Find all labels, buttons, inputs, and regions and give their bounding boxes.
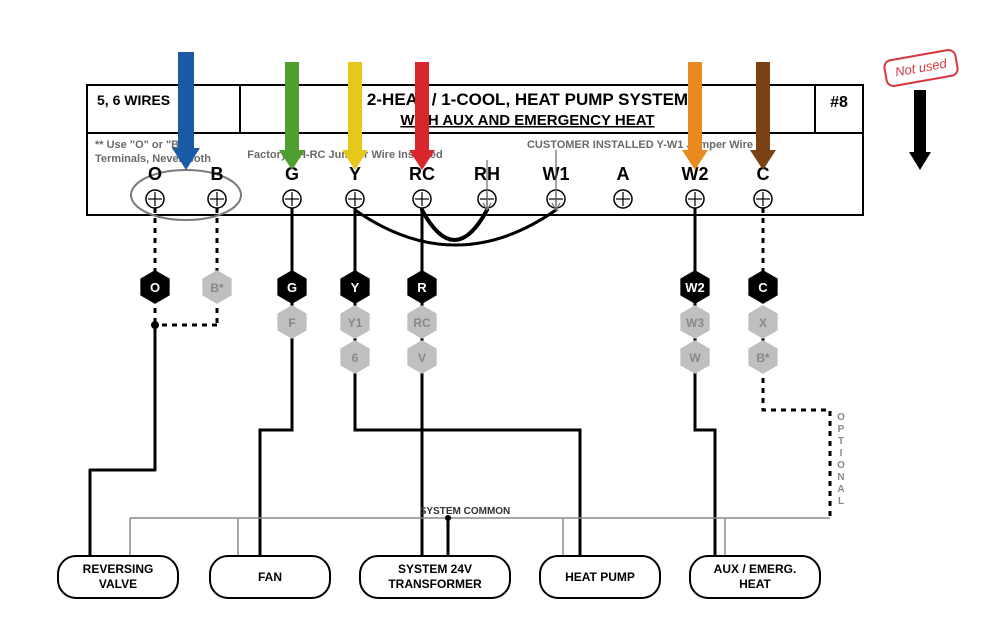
hex-label: C <box>758 280 768 295</box>
hex-label: G <box>287 280 297 295</box>
hex-label: V <box>418 351 426 365</box>
diagram-title-line2: WITH AUX AND EMERGENCY HEAT <box>400 112 654 129</box>
optional-letter: N <box>837 472 846 483</box>
diagram-number: #8 <box>830 94 848 111</box>
component-label-aux-line1: AUX / EMERG. <box>714 562 797 576</box>
annotation-arrow-brown <box>756 62 770 150</box>
terminal-label-b: B <box>211 164 224 184</box>
hex-label: O <box>150 280 160 295</box>
optional-letter: L <box>838 496 846 507</box>
component-label-xfmr-line1: SYSTEM 24V <box>398 562 472 576</box>
annotation-arrow-orange <box>688 62 702 150</box>
optional-letter: P <box>838 424 847 435</box>
note-line1: ** Use "O" or "B" <box>95 139 184 151</box>
hex-label: W3 <box>686 316 704 330</box>
hex-label: Y <box>351 280 360 295</box>
hex-label: RC <box>413 316 431 330</box>
wiring-diagram: 5, 6 WIRES2-HEAT / 1-COOL, HEAT PUMP SYS… <box>0 0 1008 641</box>
component-label-xfmr-line2: TRANSFORMER <box>388 577 482 591</box>
terminal-label-a: A <box>617 164 630 184</box>
optional-letter: I <box>840 448 845 459</box>
annotation-arrow-green <box>285 62 299 150</box>
optional-letter: O <box>837 412 847 423</box>
optional-letter: O <box>837 460 847 471</box>
optional-letter: T <box>838 436 846 447</box>
component-label-revvalve-line2: VALVE <box>99 577 137 591</box>
annotation-arrow-red <box>415 62 429 150</box>
annotation-arrow-yellow <box>348 62 362 150</box>
hex-label: Y1 <box>348 316 363 330</box>
not-used-tag: Not used <box>883 49 958 87</box>
hex-label: 6 <box>352 351 359 365</box>
component-label-hp: HEAT PUMP <box>565 570 635 584</box>
component-label-fan: FAN <box>258 570 282 584</box>
wires-label: 5, 6 WIRES <box>97 92 170 108</box>
annotation-arrow-blue <box>178 52 194 148</box>
jumper-note-right: CUSTOMER INSTALLED Y-W1 Jumper Wire <box>527 139 753 151</box>
system-common-label: SYSTEM COMMON <box>420 506 511 517</box>
optional-letter: A <box>837 484 846 495</box>
hex-label: W <box>689 351 701 365</box>
component-label-aux-line2: HEAT <box>739 577 771 591</box>
hex-label: B* <box>756 351 770 365</box>
hex-label: X <box>759 316 767 330</box>
hex-label: B* <box>210 281 224 295</box>
terminal-label-o: O <box>148 164 162 184</box>
hex-label: W2 <box>685 280 705 295</box>
hex-label: F <box>288 316 295 330</box>
hex-label: R <box>417 280 427 295</box>
component-label-revvalve-line1: REVERSING <box>83 562 154 576</box>
annotation-arrow-black-notused <box>914 90 926 152</box>
